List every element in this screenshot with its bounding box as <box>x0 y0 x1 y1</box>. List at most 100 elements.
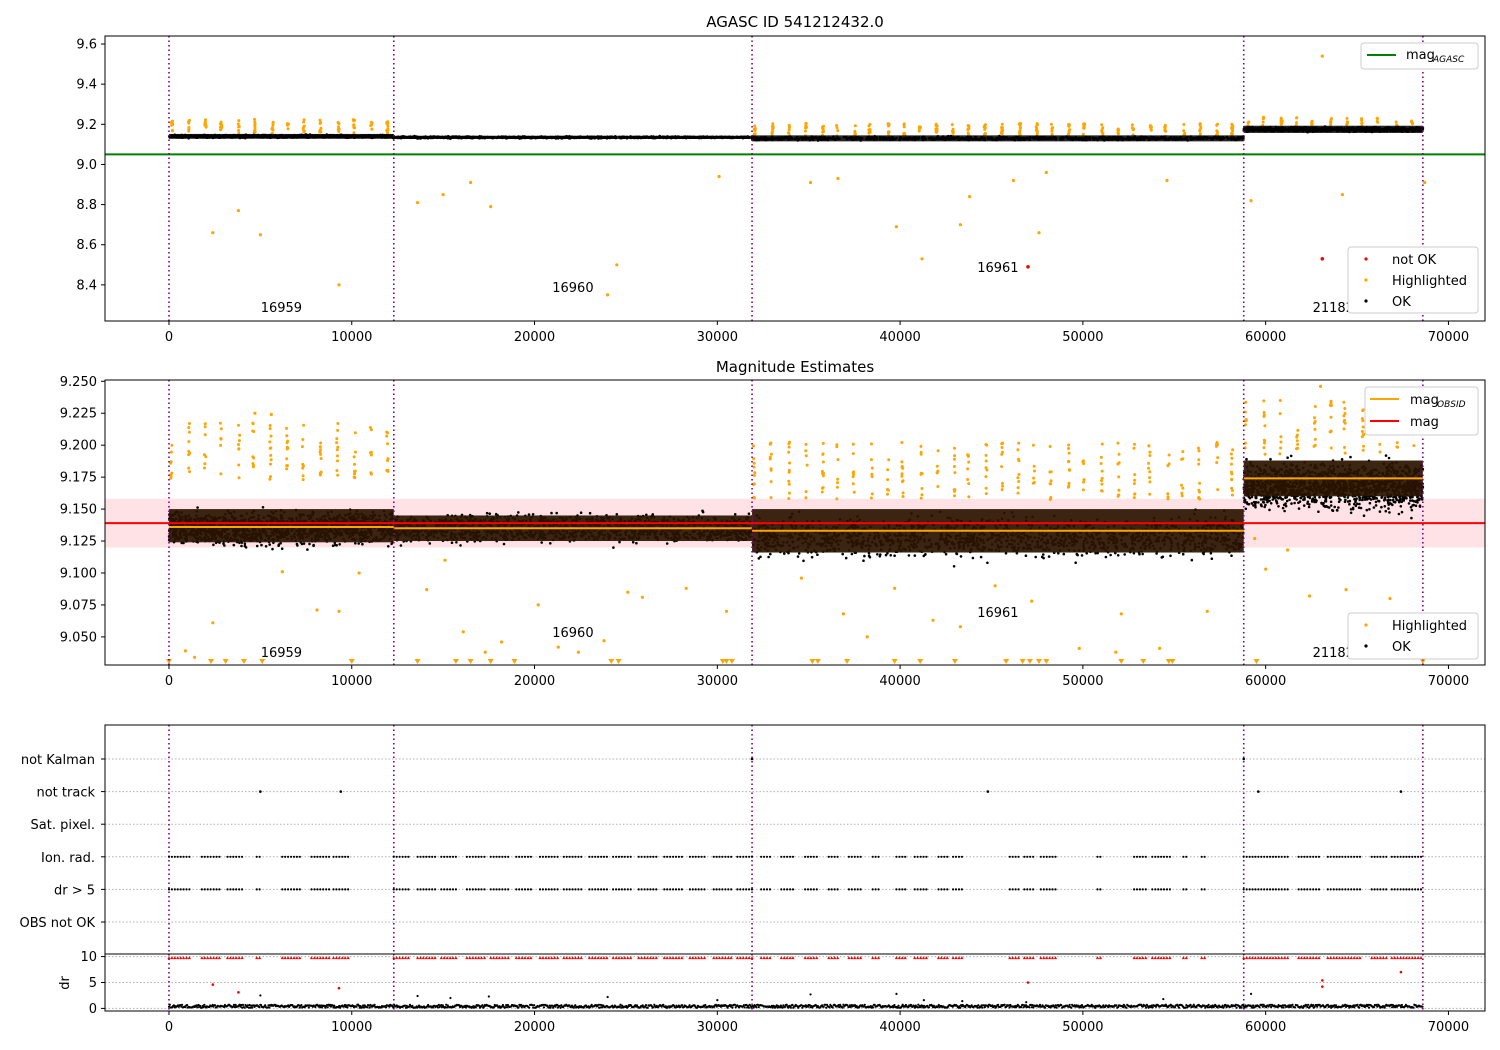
highlighted-point <box>1050 129 1054 133</box>
agasc-plot-frame <box>104 35 1486 322</box>
highlighted-point <box>1035 129 1039 133</box>
highlighted-point <box>171 119 174 123</box>
highlighted-point <box>386 131 389 135</box>
highlighted-point <box>804 122 808 126</box>
highlighted-point <box>934 124 938 127</box>
data-point <box>1044 170 1048 175</box>
highlighted-point <box>352 131 356 135</box>
highlighted-point <box>1261 120 1265 124</box>
highlighted-point <box>1081 132 1085 136</box>
data-point <box>606 293 610 297</box>
data-point <box>717 174 721 179</box>
data-point <box>894 225 899 229</box>
highlighted-point <box>902 122 906 126</box>
highlighted-point <box>237 119 241 123</box>
data-point <box>836 176 840 181</box>
highlighted-point <box>1280 119 1284 123</box>
highlighted-point <box>1295 116 1298 120</box>
highlighted-point <box>868 128 872 131</box>
highlighted-point <box>271 123 275 127</box>
data-point <box>808 180 813 185</box>
data-point <box>337 283 341 287</box>
highlighted-point <box>935 130 939 134</box>
highlighted-point <box>187 120 190 124</box>
x-tick-label: 50000 <box>1062 330 1103 345</box>
data-point <box>268 543 272 546</box>
highlighted-point <box>253 125 257 129</box>
legend-highlighted-label: Highlighted <box>1392 274 1467 289</box>
highlighted-point <box>1163 126 1167 130</box>
highlighted-point <box>967 124 971 128</box>
highlighted-point <box>1068 128 1072 132</box>
highlighted-point <box>386 120 390 124</box>
highlighted-point <box>318 128 322 132</box>
highlighted-point <box>1230 122 1234 126</box>
highlighted-point <box>771 130 774 134</box>
data-point <box>236 209 240 213</box>
highlighted-point <box>1036 123 1039 127</box>
obsid-label: 16961 <box>977 261 1018 276</box>
data-point <box>243 542 247 546</box>
highlighted-point <box>1001 126 1004 130</box>
y-tick-label: 8.6 <box>76 238 97 253</box>
highlighted-point <box>1100 123 1104 127</box>
highlighted-point <box>301 127 305 130</box>
highlighted-point <box>1198 132 1202 136</box>
highlighted-point <box>337 130 341 133</box>
highlighted-point <box>252 130 256 134</box>
highlighted-point <box>1018 125 1022 129</box>
highlighted-point <box>999 131 1003 135</box>
highlighted-point <box>886 130 890 134</box>
highlighted-point <box>187 126 191 129</box>
highlighted-point <box>1131 127 1135 131</box>
highlighted-point <box>821 126 824 130</box>
highlighted-point <box>983 125 986 129</box>
highlighted-point <box>835 124 839 127</box>
data-point <box>416 201 420 205</box>
data-point <box>441 193 445 197</box>
highlighted-point <box>886 122 890 126</box>
highlighted-point <box>1018 122 1022 126</box>
highlighted-point <box>1198 129 1202 133</box>
highlighted-point <box>868 122 872 126</box>
highlighted-point <box>1246 121 1250 125</box>
highlighted-point <box>271 120 275 124</box>
data-point <box>1165 178 1169 183</box>
agasc-panel: AGASC ID 541212432.0 1695916960169612118… <box>76 13 1486 345</box>
data-point <box>212 543 215 547</box>
highlighted-point <box>787 124 791 128</box>
highlighted-point <box>1018 133 1022 136</box>
highlighted-point <box>1051 126 1055 130</box>
highlighted-point <box>351 118 355 122</box>
highlighted-point <box>1034 125 1038 129</box>
highlighted-point <box>1215 129 1219 133</box>
highlighted-point <box>1035 132 1039 136</box>
data-point <box>258 233 262 237</box>
highlighted-point <box>236 122 240 126</box>
x-tick-label: 20000 <box>514 330 555 345</box>
highlighted-point <box>1182 129 1186 133</box>
x-tick-label: 60000 <box>1245 330 1286 345</box>
x-tick-label: 10000 <box>331 330 372 345</box>
magnitude-estimates-title: Magnitude Estimates <box>716 358 874 376</box>
legend-ok-label: OK <box>1392 295 1411 310</box>
highlighted-point <box>1182 123 1186 126</box>
highlighted-point <box>1230 127 1234 131</box>
legend-marker-black <box>1364 299 1368 303</box>
highlighted-point <box>187 129 191 133</box>
data-point <box>333 543 337 547</box>
highlighted-point <box>286 122 290 126</box>
highlighted-point <box>918 127 921 131</box>
highlighted-point <box>386 127 390 131</box>
data-point <box>280 547 284 550</box>
highlighted-point <box>270 127 274 131</box>
data-point <box>387 545 390 548</box>
highlighted-point <box>835 126 839 130</box>
obsid-label: 16960 <box>552 281 593 296</box>
highlighted-point <box>917 129 921 133</box>
legend-marker-red <box>1364 257 1368 261</box>
highlighted-point <box>1230 131 1234 135</box>
highlighted-point <box>787 128 791 132</box>
magnitude-estimates-panel: Magnitude Estimates 16959169601696121182… <box>60 358 1486 689</box>
